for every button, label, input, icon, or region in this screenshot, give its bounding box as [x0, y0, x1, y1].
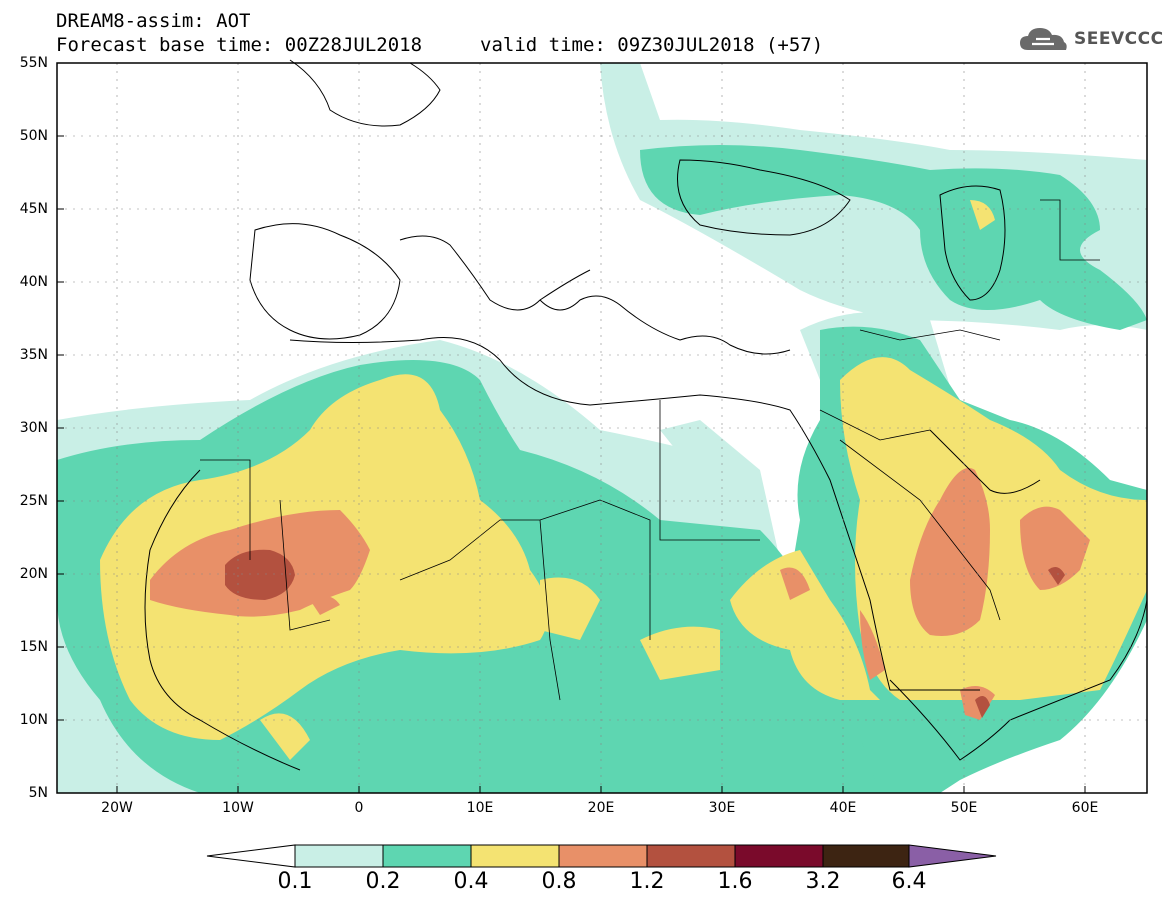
colorbar-label: 0.2: [365, 869, 401, 894]
country-borders: [200, 199, 1100, 701]
colorbar-swatch-1: [382, 844, 472, 868]
colorbar-label: 1.6: [717, 869, 753, 894]
lat-label: 35N: [19, 347, 48, 363]
colorbar-swatch-0: [294, 844, 384, 868]
lat-label: 40N: [19, 274, 48, 290]
lon-label: 30E: [708, 800, 736, 816]
lat-label: 45N: [19, 201, 48, 217]
seevccc-logo: SEEVCCC: [1018, 24, 1163, 58]
lat-label: 10N: [19, 712, 48, 728]
colorbar-swatch-5: [734, 844, 824, 868]
colorbar-swatch-6: [822, 844, 910, 868]
lat-label: 20N: [19, 566, 48, 582]
lat-label: 25N: [19, 493, 48, 509]
valid-time: valid time: 09Z30JUL2018 (+57): [480, 34, 824, 56]
colorbar-swatch-3: [558, 844, 648, 868]
colorbar-label: 0.8: [541, 869, 577, 894]
lon-label: 40E: [829, 800, 857, 816]
colorbar-label: 6.4: [891, 869, 927, 894]
lon-label: 50E: [950, 800, 978, 816]
colorbar-low-arrow: [206, 844, 296, 868]
colorbar: [206, 844, 997, 868]
lat-label: 5N: [28, 785, 48, 801]
colorbar-label: 0.1: [277, 869, 313, 894]
lat-label: 55N: [19, 55, 48, 71]
map-title: DREAM8-assim: AOT: [56, 10, 251, 32]
lon-label: 20E: [587, 800, 615, 816]
lon-label: 10W: [222, 800, 254, 816]
forecast-base-time: Forecast base time: 00Z28JUL2018: [56, 34, 423, 56]
lat-label: 30N: [19, 420, 48, 436]
lat-label: 15N: [19, 639, 48, 655]
logo-text: SEEVCCC: [1074, 29, 1164, 49]
lat-label: 50N: [19, 128, 48, 144]
lon-label: 20W: [101, 800, 133, 816]
colorbar-swatch-2: [470, 844, 560, 868]
colorbar-high-arrow: [908, 844, 997, 868]
aot-band-0.8: [150, 468, 1090, 720]
lon-label: 0: [354, 800, 364, 816]
aot-band-1.2: [225, 549, 1065, 718]
colorbar-label: 3.2: [805, 869, 841, 894]
aot-fields: [57, 63, 1147, 793]
colorbar-swatch-4: [646, 844, 736, 868]
colorbar-label: 1.2: [629, 869, 665, 894]
colorbar-label: 0.4: [453, 869, 489, 894]
cloud-icon: [1020, 28, 1067, 50]
lon-label: 10E: [466, 800, 494, 816]
lon-label: 60E: [1071, 800, 1099, 816]
ticks: [57, 62, 1086, 793]
graticule: [57, 63, 1147, 793]
